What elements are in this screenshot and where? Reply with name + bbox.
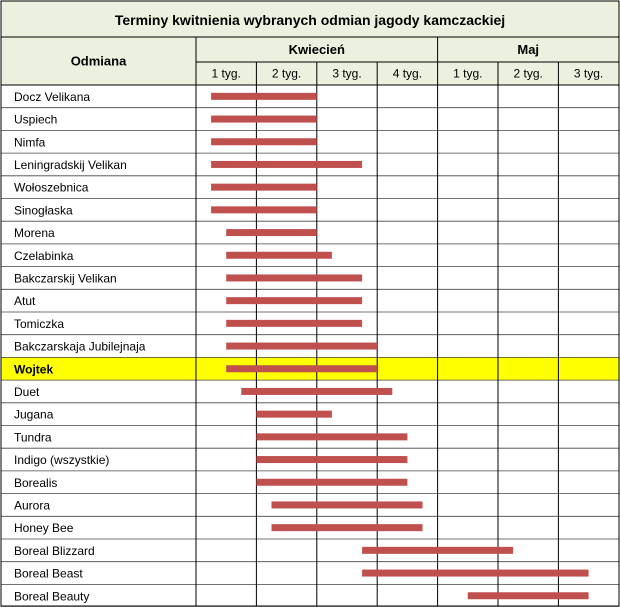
week-label: 2 tyg. xyxy=(272,67,301,81)
bloom-bar xyxy=(271,501,423,509)
variety-label: Sinogłaska xyxy=(14,203,73,217)
variety-label: Docz Velikana xyxy=(14,90,90,104)
variety-label: Wojtek xyxy=(14,362,53,376)
variety-label: Nimfa xyxy=(14,135,46,149)
bloom-bar xyxy=(256,456,408,464)
variety-label: Wołoszebnica xyxy=(14,181,89,195)
bloom-bar xyxy=(226,251,332,259)
variety-label: Aurora xyxy=(14,498,50,512)
variety-label: Honey Bee xyxy=(14,521,74,535)
variety-label: Tomiczka xyxy=(14,317,64,331)
variety-label: Czelabinka xyxy=(14,249,74,263)
week-label: 3 tyg. xyxy=(332,67,361,81)
bloom-bar xyxy=(211,183,317,191)
bloom-bar xyxy=(256,433,408,441)
month-header: Maj xyxy=(517,42,539,57)
bloom-bar xyxy=(226,319,363,327)
bloom-bar xyxy=(256,478,408,486)
variety-label: Uspiech xyxy=(14,113,57,127)
variety-label: Atut xyxy=(14,294,36,308)
bloom-bar xyxy=(226,274,363,282)
bloom-bar xyxy=(211,92,317,100)
variety-label: Morena xyxy=(14,226,55,240)
bloom-bar xyxy=(211,206,317,214)
month-header: Kwiecień xyxy=(289,42,345,57)
row-header: Odmiana xyxy=(71,54,127,69)
chart-title: Terminy kwitnienia wybranych odmian jago… xyxy=(115,12,505,28)
variety-label: Bakczarskaja Jubilejnaja xyxy=(14,340,146,354)
bloom-bar xyxy=(211,138,317,146)
variety-label: Tundra xyxy=(14,430,52,444)
variety-label: Boreal Beauty xyxy=(14,589,89,603)
bloom-bar xyxy=(226,229,317,237)
bloom-bar xyxy=(226,297,363,305)
header-background xyxy=(1,1,619,85)
bloom-bar xyxy=(362,546,514,554)
variety-label: Indigo (wszystkie) xyxy=(14,453,109,467)
bloom-bar xyxy=(467,592,589,600)
week-label: 2 tyg. xyxy=(514,67,543,81)
week-label: 1 tyg. xyxy=(453,67,482,81)
variety-label: Boreal Blizzard xyxy=(14,544,95,558)
week-label: 1 tyg. xyxy=(212,67,241,81)
week-label: 3 tyg. xyxy=(574,67,603,81)
bloom-bar xyxy=(211,160,363,168)
bloom-bar xyxy=(362,569,589,577)
variety-label: Jugana xyxy=(14,408,54,422)
week-label: 4 tyg. xyxy=(393,67,422,81)
variety-label: Bakczarskij Velikan xyxy=(14,271,117,285)
bloom-bar xyxy=(256,410,332,418)
bloom-bar xyxy=(226,365,378,373)
variety-label: Leningradskij Velikan xyxy=(14,158,127,172)
variety-label: Duet xyxy=(14,385,40,399)
variety-label: Boreal Beast xyxy=(14,567,83,581)
bloom-bar xyxy=(226,342,378,350)
variety-label: Borealis xyxy=(14,476,57,490)
bloom-bar xyxy=(241,387,393,395)
bloom-bar xyxy=(211,115,317,123)
bloom-bar xyxy=(271,524,423,532)
